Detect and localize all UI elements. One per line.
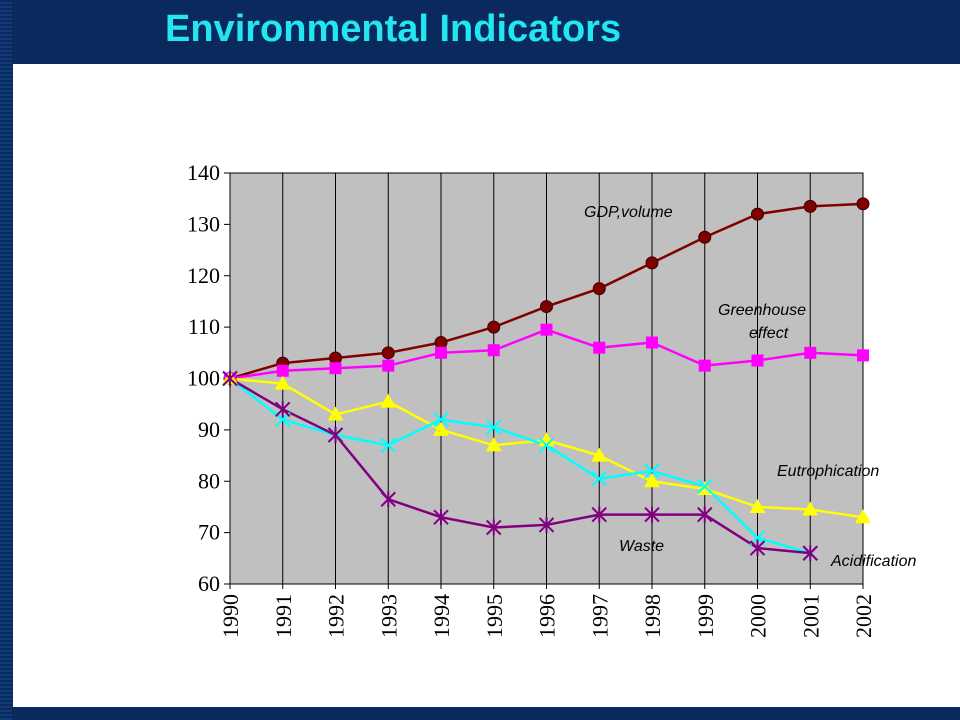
data-point-gdp-volume <box>381 346 395 360</box>
data-point-acidification <box>591 470 607 487</box>
data-point-gdp-volume <box>487 320 501 334</box>
data-point-gdp-volume <box>645 256 659 270</box>
data-point-greenhouse-effect <box>857 349 869 362</box>
data-point-eutrophication <box>380 393 397 408</box>
data-point-waste <box>802 545 818 562</box>
x-tick-label: 2001 <box>798 594 823 638</box>
data-point-greenhouse-effect <box>382 359 395 372</box>
data-point-gdp-volume <box>856 197 870 211</box>
y-tick-label: 70 <box>198 520 220 545</box>
data-point-eutrophication <box>644 473 660 488</box>
data-point-acidification <box>433 411 449 428</box>
y-tick-label: 140 <box>187 160 220 185</box>
data-point-greenhouse-effect <box>435 346 447 359</box>
data-point-eutrophication <box>855 509 871 524</box>
data-point-acidification <box>380 437 396 453</box>
x-tick-label: 1990 <box>218 594 243 638</box>
y-tick-label: 110 <box>188 314 220 339</box>
x-tick-label: 2002 <box>851 594 876 638</box>
data-point-waste <box>275 401 291 418</box>
y-tick-label: 130 <box>187 211 220 236</box>
data-point-greenhouse-effect <box>751 354 764 367</box>
data-point-greenhouse-effect <box>276 364 289 377</box>
y-tick-label: 90 <box>198 417 220 442</box>
data-point-waste <box>380 491 396 508</box>
data-point-greenhouse-effect <box>487 344 500 357</box>
data-point-greenhouse-effect <box>329 362 342 375</box>
annotation-greenhouse: Greenhouse <box>718 302 806 319</box>
slide-frame-stripe <box>0 0 12 720</box>
x-tick-label: 1996 <box>535 594 560 638</box>
page-title: Environmental Indicators <box>165 8 622 50</box>
y-tick-label: 100 <box>187 366 220 391</box>
data-point-waste <box>433 509 449 526</box>
x-tick-label: 1997 <box>587 594 612 638</box>
data-point-gdp-volume <box>540 300 553 314</box>
x-tick-label: 1994 <box>429 594 454 638</box>
annotation-effect: effect <box>749 325 789 342</box>
data-point-gdp-volume <box>698 230 712 244</box>
data-point-gdp-volume <box>751 207 764 221</box>
data-point-eutrophication <box>433 421 449 436</box>
data-point-waste <box>222 370 238 387</box>
x-tick-label: 2000 <box>746 594 771 638</box>
x-tick-label: 1992 <box>324 594 349 638</box>
data-point-eutrophication <box>327 406 344 421</box>
data-point-acidification <box>538 437 555 453</box>
data-point-eutrophication <box>802 501 819 516</box>
data-point-waste <box>591 506 607 523</box>
data-point-waste <box>486 519 502 536</box>
annotation-gdp: GDP,volume <box>584 204 673 221</box>
data-point-acidification <box>486 419 502 436</box>
data-point-waste <box>697 506 713 523</box>
x-tick-label: 1995 <box>482 594 507 638</box>
annotation-eutrophication: Eutrophication <box>777 463 879 480</box>
data-point-acidification <box>697 478 713 495</box>
data-point-eutrophication <box>749 498 766 513</box>
annotation-waste: Waste <box>619 538 664 555</box>
data-point-greenhouse-effect <box>593 341 606 354</box>
data-point-waste <box>749 540 766 557</box>
x-tick-label: 1998 <box>640 594 665 638</box>
series-line-waste <box>229 377 811 555</box>
data-point-acidification <box>644 463 660 479</box>
x-tick-label: 1991 <box>271 594 296 638</box>
x-tick-label: 1993 <box>376 594 401 638</box>
data-point-greenhouse-effect <box>646 336 658 349</box>
data-point-eutrophication <box>274 375 291 390</box>
x-tick-label: 1999 <box>693 594 718 638</box>
y-tick-label: 60 <box>198 571 220 596</box>
data-point-gdp-volume <box>803 199 817 213</box>
data-point-waste <box>644 506 660 523</box>
series-line-acidification <box>229 377 811 555</box>
data-point-greenhouse-effect <box>540 323 553 336</box>
data-point-gdp-volume <box>434 336 448 350</box>
data-point-eutrophication <box>485 437 502 452</box>
data-point-gdp-volume <box>592 282 606 296</box>
y-tick-label: 120 <box>187 263 220 288</box>
data-point-gdp-volume <box>329 351 342 365</box>
data-point-greenhouse-effect <box>698 359 711 372</box>
data-point-waste <box>327 427 344 444</box>
annotation-acidification: Acidification <box>830 553 916 570</box>
data-point-waste <box>538 516 555 533</box>
data-point-eutrophication <box>591 447 608 462</box>
data-point-greenhouse-effect <box>804 346 817 359</box>
y-tick-label: 80 <box>198 468 220 493</box>
